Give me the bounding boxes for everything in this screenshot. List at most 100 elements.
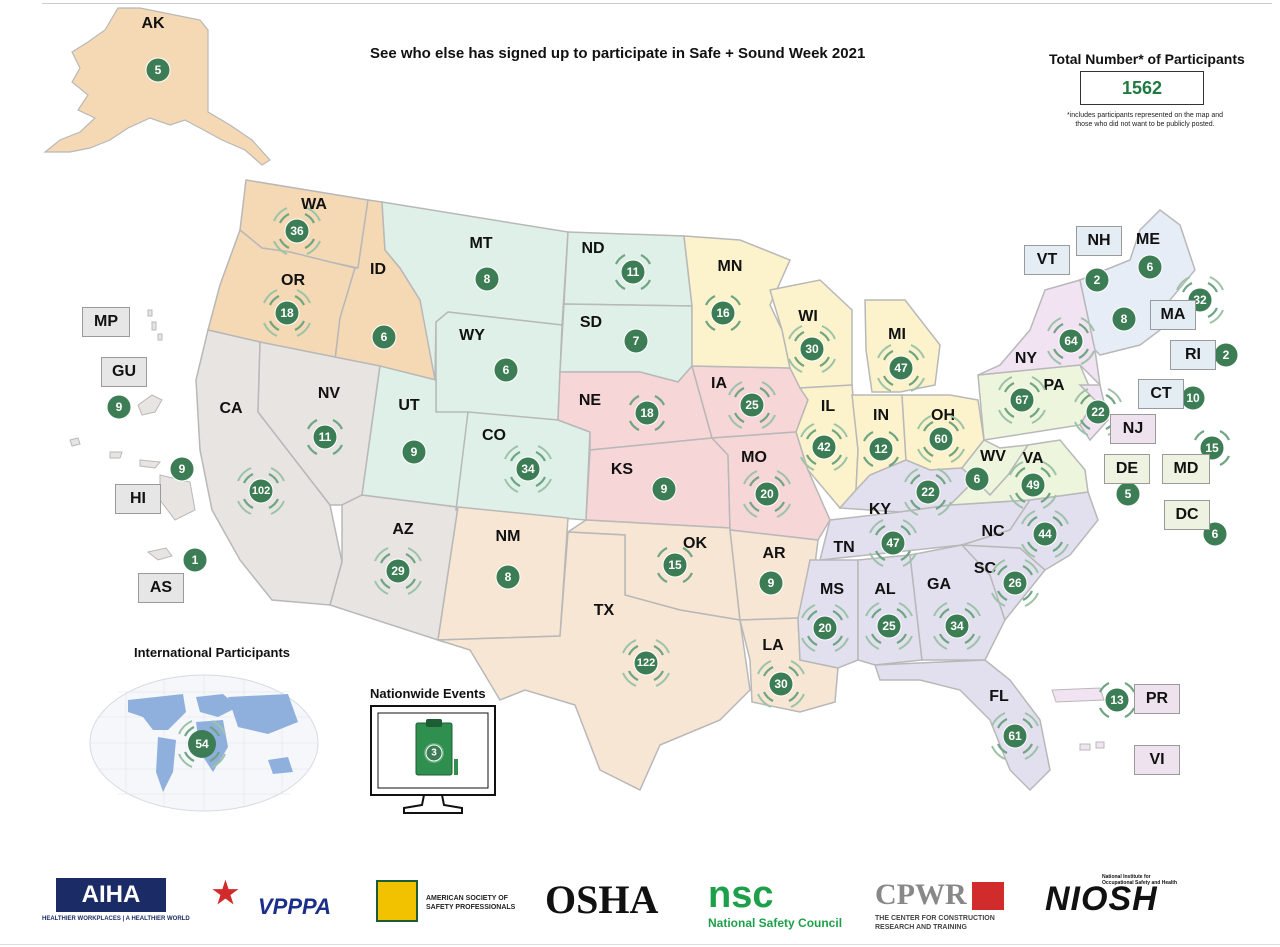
- count-badge-de: 5: [1115, 481, 1141, 507]
- count-value-mo: 20: [760, 487, 774, 501]
- page-title: See who else has signed up to participat…: [370, 45, 866, 62]
- state-label-or: OR: [281, 272, 305, 289]
- top-rule: [42, 3, 1272, 4]
- state-shape-mi: [864, 299, 941, 393]
- total-participants-title: Total Number* of Participants: [1049, 51, 1245, 67]
- state-label-wa: WA: [301, 196, 327, 213]
- count-value-pr: 13: [1110, 693, 1124, 707]
- count-value-nh: 2: [1094, 273, 1101, 287]
- count-value-ne: 18: [640, 406, 654, 420]
- state-label-ny: NY: [1015, 350, 1038, 367]
- nsc-logo: nsc: [708, 874, 774, 916]
- state-label-tx: TX: [594, 602, 615, 619]
- count-badge-tx: 122: [621, 638, 671, 688]
- count-value-id: 6: [381, 330, 388, 344]
- count-badge-nc: 44: [1020, 509, 1070, 559]
- count-value-wa: 36: [290, 224, 304, 238]
- count-badge-nm: 8: [495, 564, 521, 590]
- island-guam: [137, 394, 163, 416]
- count-value-tn: 47: [886, 536, 900, 550]
- state-label-mn: MN: [718, 258, 743, 275]
- cpwr-mark-icon: [972, 882, 1004, 910]
- count-badge-hi: 9: [169, 456, 195, 482]
- partner-logos: AIHA HEALTHIER WORKPLACES | A HEALTHIER …: [0, 870, 1280, 940]
- state-label-me: ME: [1136, 231, 1160, 248]
- bottom-rule: [0, 944, 1280, 945]
- count-value-nd: 11: [627, 265, 640, 279]
- state-label-ky: KY: [869, 501, 892, 518]
- count-badge-il: 42: [799, 422, 849, 472]
- territory-box-hi: HI: [115, 484, 161, 514]
- count-badge-ga: 34: [932, 601, 982, 651]
- count-badge-ar: 9: [758, 570, 784, 596]
- count-value-ar: 9: [768, 576, 775, 590]
- count-badge-ky: 22: [903, 467, 953, 517]
- count-value-me: 6: [1147, 260, 1154, 274]
- count-badge-al: 25: [864, 601, 914, 651]
- island-mp: [147, 309, 163, 341]
- state-label-wv: WV: [980, 448, 1006, 465]
- count-value-ma: 32: [1193, 293, 1207, 307]
- count-badge-vt: 8: [1111, 306, 1137, 332]
- state-box-dc: DC: [1164, 500, 1210, 530]
- state-label-ms: MS: [820, 581, 844, 598]
- world-map: 54: [89, 674, 319, 812]
- state-label-al: AL: [874, 581, 896, 598]
- count-value-ms: 20: [818, 621, 832, 635]
- state-label-va: VA: [1022, 450, 1043, 467]
- count-badge-id: 6: [371, 324, 397, 350]
- state-label-ok: OK: [683, 535, 707, 552]
- state-shape-fl: [873, 659, 1051, 792]
- vpppa-logo: VPPPA: [258, 894, 331, 919]
- count-value-nj: 22: [1091, 405, 1105, 419]
- count-value-pa: 67: [1015, 393, 1029, 407]
- count-value-ok: 15: [668, 558, 682, 572]
- count-badge-ri: 2: [1213, 342, 1239, 368]
- count-badge-ia: 25: [727, 380, 777, 430]
- state-label-nc: NC: [981, 523, 1005, 540]
- aiha-tagline: HEALTHIER WORKPLACES | A HEALTHIER WORLD: [42, 916, 190, 922]
- count-value-ut: 9: [411, 445, 418, 459]
- count-badge-ok: 15: [656, 546, 694, 584]
- island-pr: [1051, 687, 1105, 703]
- count-badge-nv: 11: [306, 418, 344, 456]
- state-label-il: IL: [821, 398, 835, 415]
- state-label-ia: IA: [711, 375, 727, 392]
- count-badge-nd: 11: [614, 253, 652, 291]
- count-value-nv: 11: [319, 430, 332, 444]
- island-hawaii: [69, 437, 196, 521]
- state-box-de: DE: [1104, 454, 1150, 484]
- count-value-or: 18: [280, 306, 294, 320]
- state-label-ut: UT: [398, 397, 420, 414]
- territory-box-as: AS: [138, 573, 184, 603]
- assp-logo: AMERICAN SOCIETY OF SAFETY PROFESSIONALS: [426, 895, 516, 911]
- cpwr-logo: CPWR: [875, 878, 967, 911]
- state-box-nh: NH: [1076, 226, 1122, 256]
- state-box-md: MD: [1162, 454, 1210, 484]
- state-label-mt: MT: [469, 235, 492, 252]
- nsc-tagline: National Safety Council: [708, 916, 843, 930]
- state-label-ak: AK: [141, 15, 165, 32]
- state-shape-ne-states: [1079, 209, 1196, 356]
- nationwide-count: 3: [431, 748, 437, 759]
- state-label-tn: TN: [833, 539, 854, 556]
- count-value-de: 5: [1125, 487, 1132, 501]
- island-vi: [1079, 741, 1105, 751]
- count-value-va: 49: [1026, 478, 1040, 492]
- count-badge-wa: 36: [272, 206, 322, 256]
- count-badge-pr: 13: [1098, 681, 1136, 719]
- count-value-ia: 25: [745, 398, 759, 412]
- state-label-ks: KS: [611, 461, 634, 478]
- state-label-wy: WY: [459, 327, 485, 344]
- count-badge-sc: 26: [990, 558, 1040, 608]
- count-badge-wi: 30: [787, 324, 837, 374]
- state-label-sc: SC: [974, 560, 997, 577]
- count-badge-pa: 67: [997, 375, 1047, 425]
- state-label-nv: NV: [318, 385, 341, 402]
- count-badge-tn: 47: [868, 518, 918, 568]
- territory-box-pr: PR: [1134, 684, 1180, 714]
- count-badge-as: 1: [182, 547, 208, 573]
- count-badge-mi: 47: [876, 343, 926, 393]
- osha-logo: OSHA: [545, 877, 659, 922]
- count-badge-mn: 16: [704, 294, 742, 332]
